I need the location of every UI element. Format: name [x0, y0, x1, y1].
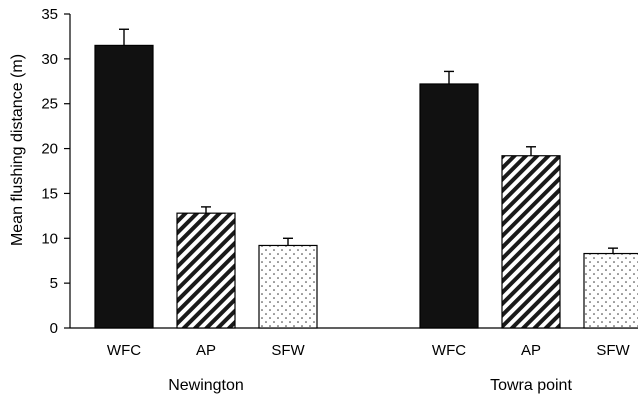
bar-0-ap: [176, 212, 236, 329]
bar-1-ap: [501, 155, 561, 329]
y-tick-label: 30: [41, 51, 58, 68]
y-tick-label: 20: [41, 141, 58, 158]
x-tick-label: SFW: [596, 342, 630, 359]
group-label: Towra point: [490, 377, 572, 394]
labels: WFC AP SFW Newington WFC AP SFW Towra point: [107, 342, 631, 394]
bars: [94, 28, 638, 329]
bar-1-sfw: [583, 252, 638, 329]
y-tick-label: 10: [41, 230, 58, 247]
bar-1-wfc: [419, 83, 479, 329]
group-label: Newington: [168, 377, 244, 394]
y-axis-label: Mean flushing distance (m): [9, 54, 26, 246]
x-tick-label: SFW: [271, 342, 305, 359]
y-tick-label: 15: [41, 185, 58, 202]
y-tick-label: 0: [50, 320, 58, 337]
x-tick-label: WFC: [107, 342, 141, 359]
x-tick-label: WFC: [432, 342, 466, 359]
y-tick-label: 5: [50, 275, 58, 292]
y-axis: 0 5 10 15 20 25 30 35: [41, 6, 71, 337]
x-tick-label: AP: [521, 342, 541, 359]
bar-0-wfc: [94, 44, 154, 329]
y-tick-label: 25: [41, 96, 58, 113]
x-tick-label: AP: [196, 342, 216, 359]
y-tick-label: 35: [41, 6, 58, 23]
bar-0-sfw: [258, 244, 318, 329]
